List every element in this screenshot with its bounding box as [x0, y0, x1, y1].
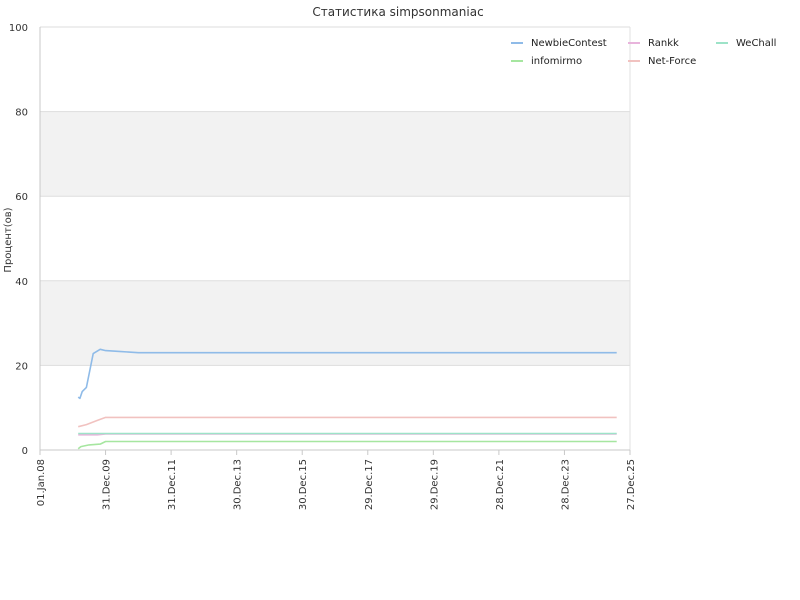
- grid-band: [40, 111, 630, 197]
- axes: [39, 27, 631, 451]
- x-tick-label: 31.Dec.11: [167, 459, 178, 510]
- grid-band: [40, 27, 630, 112]
- y-tick-label: 80: [15, 108, 28, 119]
- legend: NewbieContest Rankk WeChall infomirmo Net-Fo…: [511, 38, 776, 67]
- series-lines: [77, 348, 617, 450]
- legend-label-newbiecontest: NewbieContest: [531, 38, 607, 49]
- legend-label-infomirmo: infomirmo: [531, 56, 582, 67]
- y-tick-label: 100: [9, 23, 28, 34]
- y-tick-label: 60: [15, 192, 28, 203]
- grid-band: [40, 196, 630, 281]
- x-tick-label: 28.Dec.21: [495, 459, 506, 510]
- y-axis-label: Процент(ов): [3, 207, 14, 272]
- y-tick-labels: 0 20 40 60 80 100: [9, 23, 28, 457]
- y-tick-label: 0: [22, 446, 28, 457]
- x-tick-label: 27.Dec.25: [626, 459, 637, 510]
- series-line-newbiecontest: [77, 348, 617, 400]
- x-tick-labels: 01.Jan.08 31.Dec.09 31.Dec.11 30.Dec.13 30.D…: [36, 450, 637, 510]
- x-tick-label: 31.Dec.09: [102, 459, 113, 510]
- legend-label-rankk: Rankk: [648, 38, 679, 49]
- x-tick-label: 01.Jan.08: [36, 459, 47, 506]
- chart-title: Статистика simpsonmaniac: [312, 5, 483, 19]
- x-tick-label: 30.Dec.13: [233, 459, 244, 510]
- y-tick-label: 20: [15, 361, 28, 372]
- y-tick-label: 40: [15, 277, 28, 288]
- legend-label-wechall: WeChall: [736, 38, 776, 49]
- x-tick-label: 29.Dec.19: [429, 459, 440, 510]
- series-line-net-force: [78, 416, 617, 428]
- series-line-infomirmo: [77, 440, 617, 450]
- legend-label-net-force: Net-Force: [648, 56, 696, 67]
- grid-bands: [40, 27, 630, 450]
- x-tick-label: 30.Dec.15: [298, 459, 309, 510]
- grid-band: [40, 280, 630, 366]
- x-tick-label: 29.Dec.17: [364, 459, 375, 510]
- x-tick-label: 28.Dec.23: [560, 459, 571, 510]
- grid-band: [40, 365, 630, 450]
